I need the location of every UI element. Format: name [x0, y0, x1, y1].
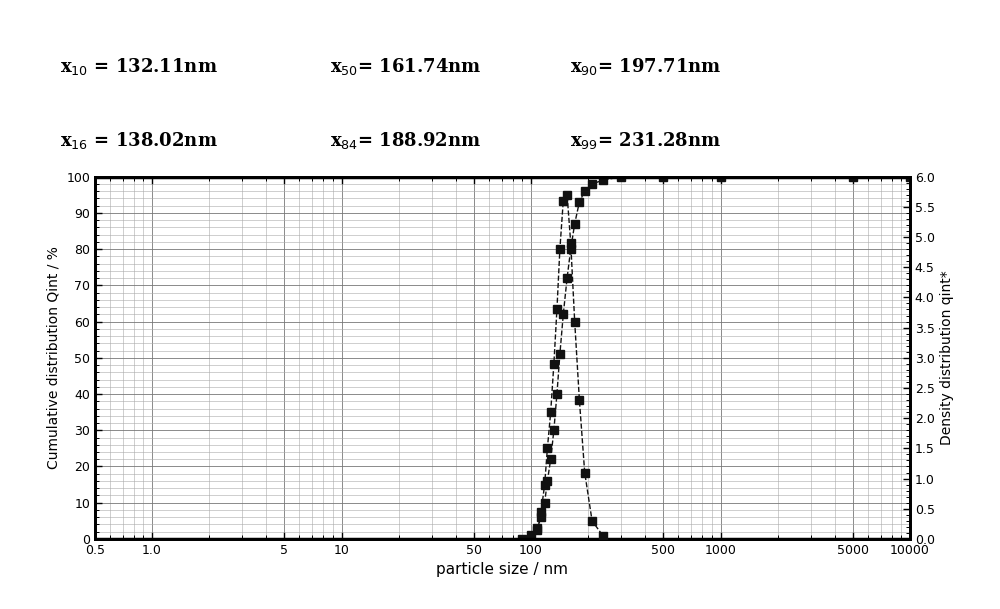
Y-axis label: Cumulative distribution Qint / %: Cumulative distribution Qint / %: [47, 247, 61, 469]
Y-axis label: Density distribution qint*: Density distribution qint*: [940, 270, 954, 445]
Text: x$_{99}$= 231.28nm: x$_{99}$= 231.28nm: [570, 130, 721, 150]
Text: x$_{90}$= 197.71nm: x$_{90}$= 197.71nm: [570, 57, 722, 77]
Text: x$_{84}$= 188.92nm: x$_{84}$= 188.92nm: [330, 130, 481, 150]
Text: x$_{10}$ = 132.11nm: x$_{10}$ = 132.11nm: [60, 57, 218, 77]
Text: x$_{16}$ = 138.02nm: x$_{16}$ = 138.02nm: [60, 130, 218, 150]
Text: x$_{50}$= 161.74nm: x$_{50}$= 161.74nm: [330, 57, 482, 77]
X-axis label: particle size / nm: particle size / nm: [436, 562, 568, 577]
